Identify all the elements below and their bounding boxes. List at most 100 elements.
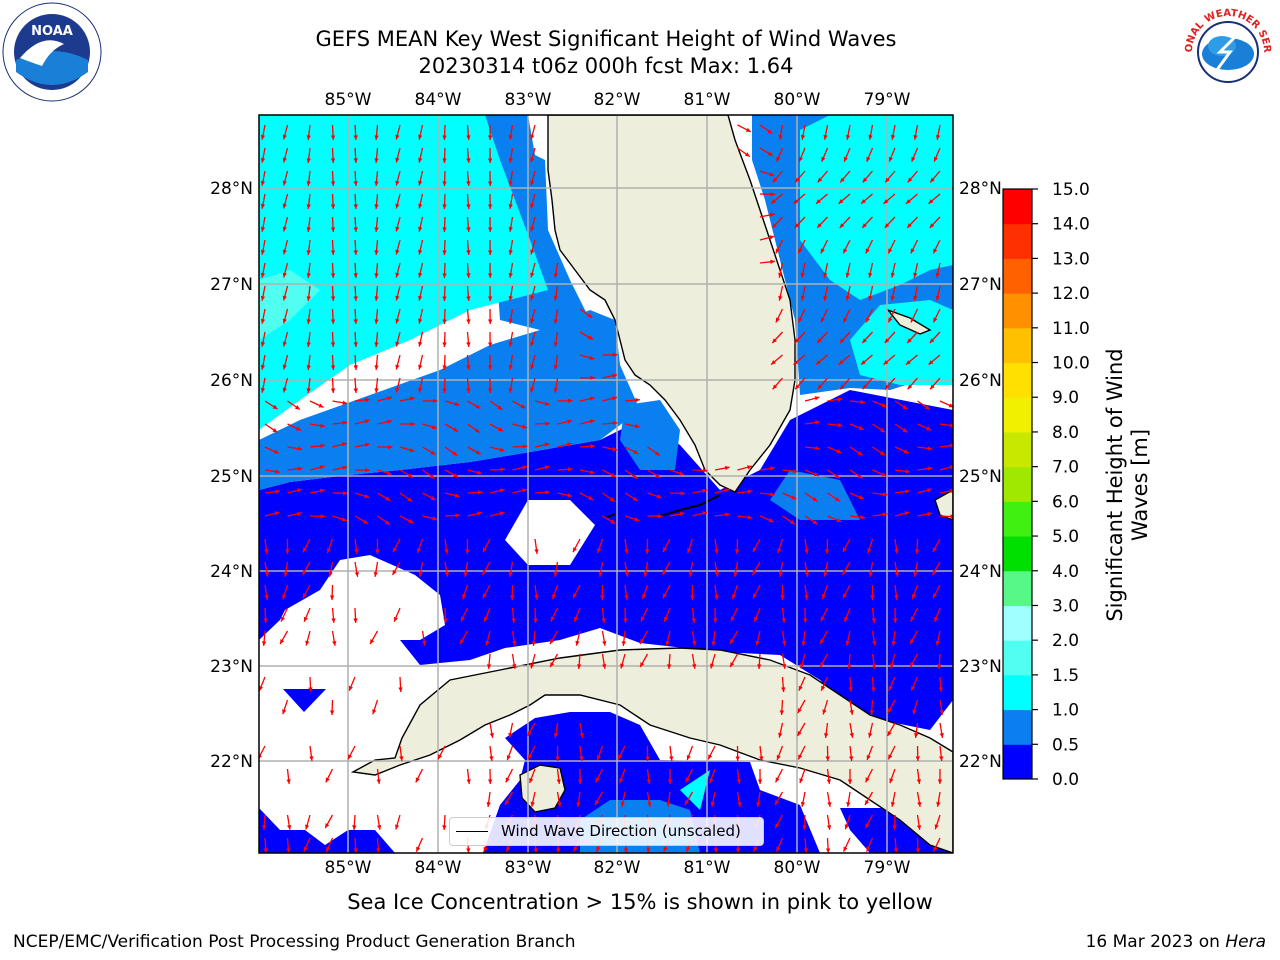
wave-direction-arrowhead xyxy=(384,520,390,525)
wave-direction-arrowhead xyxy=(418,387,423,393)
wave-direction-arrowhead xyxy=(320,514,325,519)
wave-direction-arrowhead xyxy=(730,639,735,644)
wave-direction-arrowhead xyxy=(643,571,648,577)
wave-direction-arrowhead xyxy=(824,733,829,738)
wave-direction-arrowhead xyxy=(865,800,870,805)
wave-direction-arrowhead xyxy=(325,823,330,829)
wave-direction-arrowhead xyxy=(283,572,288,577)
wave-direction-arrowhead xyxy=(330,319,336,324)
wave-direction-arrowhead xyxy=(843,156,848,162)
wave-direction-arrowhead xyxy=(915,756,920,761)
wave-band-1.5-2.0 xyxy=(259,270,320,340)
lon-tick-bottom: 80°W xyxy=(774,858,821,878)
wave-direction-arrowhead xyxy=(692,641,697,646)
wave-direction-arrowhead xyxy=(772,338,777,343)
wave-direction-arrowhead xyxy=(287,825,292,830)
wave-direction-arrowhead xyxy=(550,639,555,644)
wave-direction-arrowhead xyxy=(260,387,266,393)
wave-direction-arrowhead xyxy=(735,549,740,554)
wave-direction-arrowhead xyxy=(282,318,287,324)
wave-direction-arrowhead xyxy=(573,846,578,852)
wave-direction-arrowhead xyxy=(303,846,308,852)
wave-direction-arrowhead xyxy=(838,360,844,365)
wave-direction-arrowhead xyxy=(306,227,311,232)
map-title: GEFS MEAN Key West Significant Height of… xyxy=(315,27,897,51)
wave-direction-arrowhead xyxy=(860,399,865,405)
wave-direction-arrowhead xyxy=(508,571,513,577)
wave-direction-arrowhead xyxy=(910,639,915,644)
wave-direction-arrowhead xyxy=(781,618,786,623)
wave-direction-arrowhead xyxy=(642,594,647,600)
wave-direction-arrowhead xyxy=(892,825,897,830)
colorbar-tick-label: 10.0 xyxy=(1052,354,1090,374)
wave-direction-arrowhead xyxy=(839,338,845,343)
wave-direction-arrowhead xyxy=(553,319,558,324)
wave-direction-arrowhead xyxy=(508,135,513,140)
wave-direction-arrowhead xyxy=(264,572,269,577)
colorbar-tick-label: 8.0 xyxy=(1052,423,1079,443)
wave-direction-arrowhead xyxy=(632,496,638,501)
wave-direction-arrowhead xyxy=(907,177,913,183)
wave-direction-arrowhead xyxy=(482,593,487,599)
wave-direction-arrowhead xyxy=(374,296,379,301)
wave-direction-arrowhead xyxy=(297,446,303,451)
isla-de-la-juventud xyxy=(519,764,566,813)
wave-direction-arrowhead xyxy=(306,250,311,255)
wave-direction-arrowhead xyxy=(613,352,618,357)
wave-direction-arrowhead xyxy=(823,272,828,278)
colorbar-tick-label: 9.0 xyxy=(1052,388,1079,408)
wave-direction-arrowhead xyxy=(466,250,471,255)
wave-direction-arrowhead xyxy=(598,572,603,577)
wave-direction-arrowhead xyxy=(452,451,458,456)
wave-direction-arrowhead xyxy=(342,400,348,405)
wave-direction-arrowhead xyxy=(306,319,311,324)
wave-direction-arrowhead xyxy=(374,319,379,324)
wave-direction-arrowhead xyxy=(817,384,823,390)
wave-direction-arrowhead xyxy=(890,295,895,301)
colorbar-band xyxy=(1003,744,1032,780)
wave-direction-arrowhead xyxy=(798,248,803,254)
wave-direction-arrowhead xyxy=(770,466,775,471)
wave-direction-arrowhead xyxy=(885,177,890,183)
wave-direction-arrowhead xyxy=(520,404,526,409)
lat-tick-right: 28°N xyxy=(959,179,1002,199)
wave-direction-arrowhead xyxy=(769,235,775,240)
wave-direction-arrowhead xyxy=(949,465,953,470)
wave-direction-arrowhead xyxy=(825,549,830,554)
wave-direction-arrowhead xyxy=(595,777,600,783)
wave-direction-arrowhead xyxy=(769,172,775,177)
wave-direction-arrowhead xyxy=(395,318,400,324)
wave-direction-arrowhead xyxy=(662,570,667,575)
wave-direction-arrowhead xyxy=(913,134,918,140)
wave-direction-arrowhead xyxy=(821,156,826,162)
wave-direction-arrowhead xyxy=(868,572,873,577)
wave-direction-arrowhead xyxy=(282,180,287,186)
wave-direction-arrowhead xyxy=(573,547,577,553)
wave-direction-arrowhead xyxy=(272,428,278,433)
colorbar-band xyxy=(1003,709,1032,745)
wave-direction-arrowhead xyxy=(260,364,266,370)
florida-keys xyxy=(604,494,721,519)
wave-direction-arrowhead xyxy=(353,227,358,232)
wave-direction-arrowhead xyxy=(588,335,593,340)
wave-direction-arrowhead xyxy=(752,547,757,553)
map-frame xyxy=(258,114,954,854)
wave-direction-arrowhead xyxy=(903,449,909,454)
lat-tick-left: 23°N xyxy=(210,657,253,677)
bahamas-grand-bahama xyxy=(885,308,932,335)
wave-direction-arrowhead xyxy=(842,570,847,575)
wave-direction-arrowhead xyxy=(747,465,752,470)
florida-peninsula xyxy=(547,115,796,493)
wave-direction-arrowhead xyxy=(589,355,595,360)
wave-direction-arrowhead xyxy=(455,513,460,518)
wave-direction-arrowhead xyxy=(888,685,893,691)
wave-direction-arrowhead xyxy=(466,388,471,393)
wave-direction-arrowhead xyxy=(906,360,911,365)
wave-direction-arrowhead xyxy=(442,319,447,324)
wave-direction-arrowhead xyxy=(934,824,939,830)
wave-direction-arrowhead xyxy=(847,664,852,669)
wave-direction-arrowhead xyxy=(306,388,311,393)
wave-direction-arrowhead xyxy=(756,802,761,807)
wave-direction-arrowhead xyxy=(454,401,460,406)
wave-direction-arrowhead xyxy=(881,402,887,407)
